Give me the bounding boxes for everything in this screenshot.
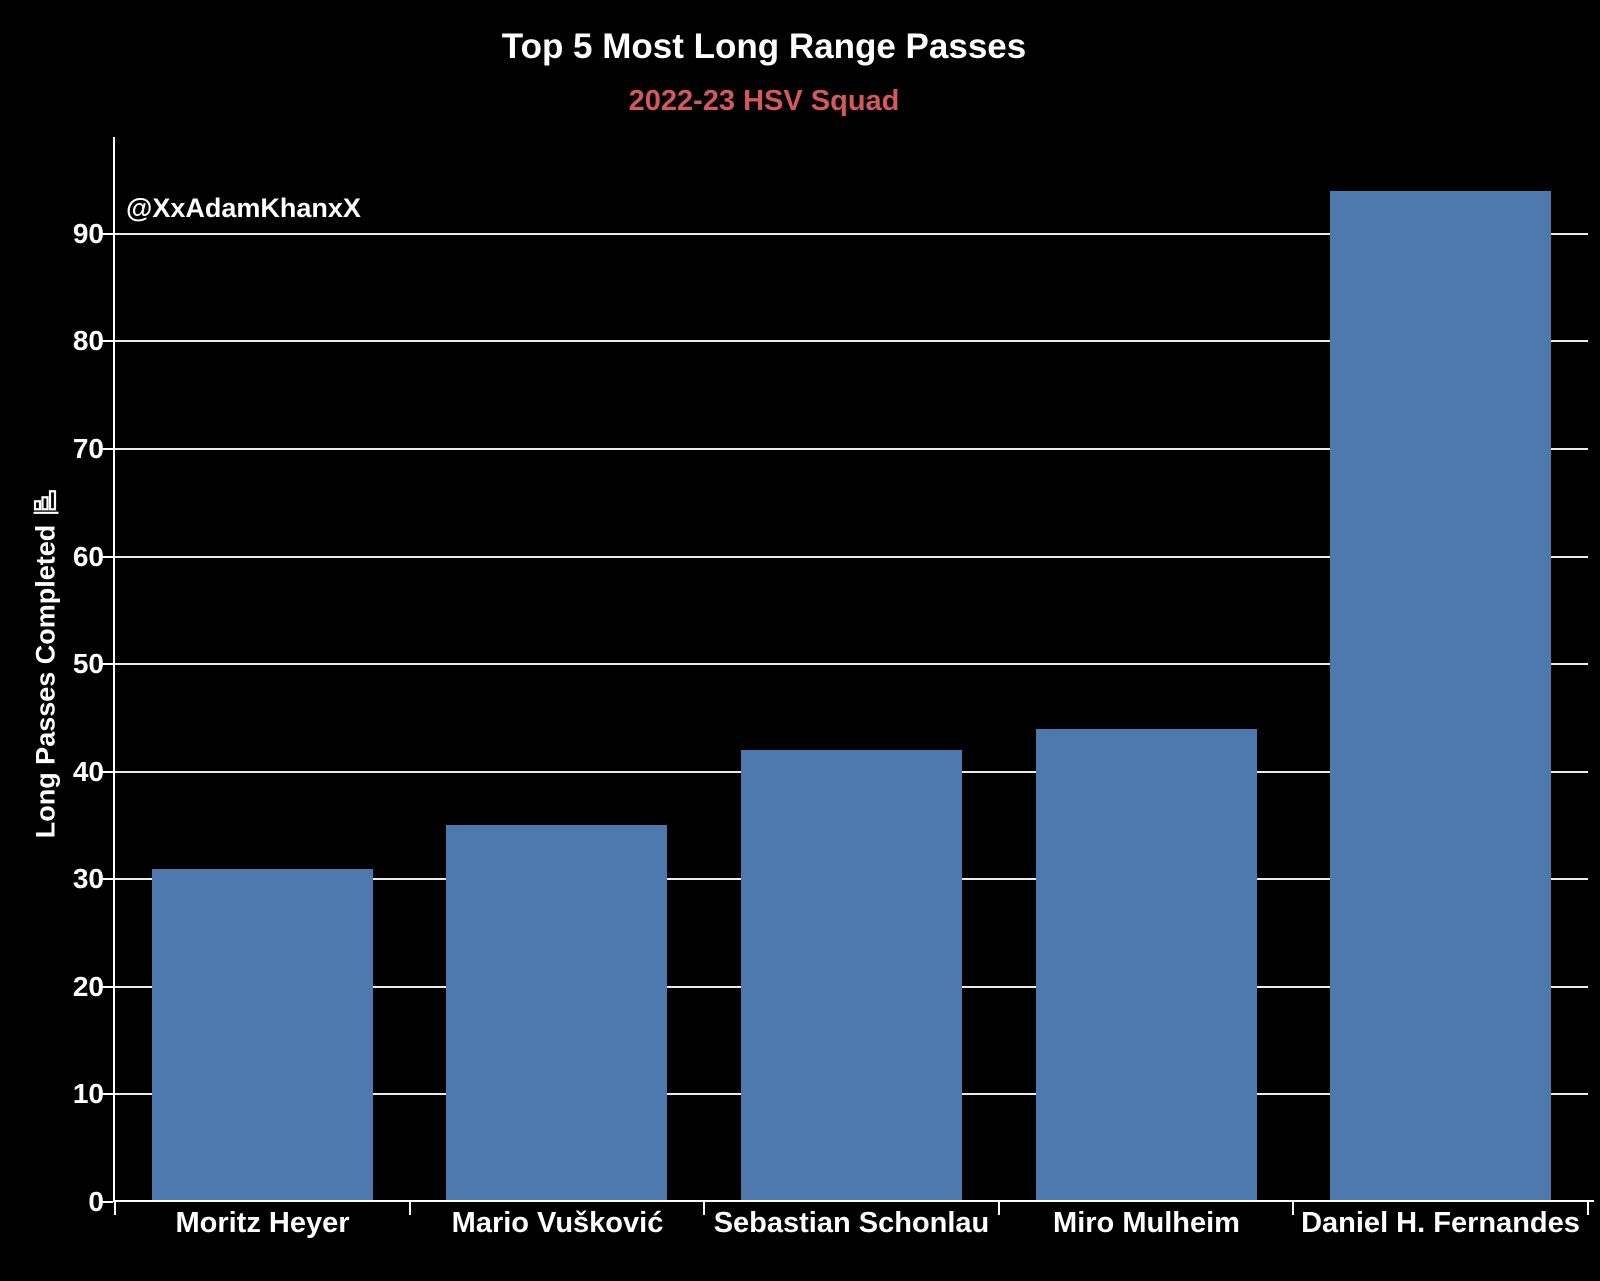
y-tick-label: 0 [88,1186,104,1217]
x-category-label: Miro Mulheim [1053,1207,1240,1239]
y-tick-mark [99,663,113,665]
watermark-handle: @XxAdamKhanxX [126,193,361,223]
y-tick-label: 30 [72,863,104,894]
y-tick-mark [99,878,113,880]
gridline [115,556,1588,558]
y-tick-label: 40 [72,756,104,787]
chart-title: Top 5 Most Long Range Passes [501,27,1027,66]
x-category-label: Sebastian Schonlau [713,1207,990,1239]
x-tick-mark [703,1202,705,1215]
gridline [115,448,1588,450]
bar [446,825,667,1202]
y-tick-mark [99,448,113,450]
x-tick-mark [998,1202,1000,1215]
y-tick-mark [99,340,113,342]
x-tick-mark [409,1202,411,1215]
x-axis-line [113,1200,1594,1202]
chart-subtitle: 2022-23 HSV Squad [628,85,900,117]
x-category-label: Daniel H. Fernandes [1301,1207,1580,1239]
x-category-label: Mario Vušković [451,1207,664,1239]
gridline [115,233,1588,235]
y-tick-mark [99,556,113,558]
y-tick-label: 60 [72,541,104,572]
y-tick-label: 80 [72,325,104,356]
y-tick-label: 20 [72,971,104,1002]
y-tick-mark [99,1093,113,1095]
bar [152,869,373,1202]
x-tick-mark [1292,1202,1294,1215]
bar-chart-icon [33,488,60,515]
y-tick-label: 50 [72,648,104,679]
y-axis-label: Long Passes Completed [30,488,62,839]
bar [1330,191,1551,1202]
y-tick-mark [99,233,113,235]
y-axis-label-text: Long Passes Completed [30,524,61,839]
bar [741,750,962,1202]
y-axis-line [113,137,115,1202]
y-tick-mark [99,986,113,988]
x-category-label: Moritz Heyer [175,1207,350,1239]
y-tick-mark [99,1201,113,1203]
y-tick-label: 90 [72,218,104,249]
y-tick-label: 70 [72,433,104,464]
gridline [115,663,1588,665]
gridline [115,340,1588,342]
y-tick-mark [99,771,113,773]
bar [1036,729,1257,1202]
x-tick-mark [1587,1202,1589,1215]
y-tick-label: 10 [72,1078,104,1109]
x-tick-mark [114,1202,116,1215]
